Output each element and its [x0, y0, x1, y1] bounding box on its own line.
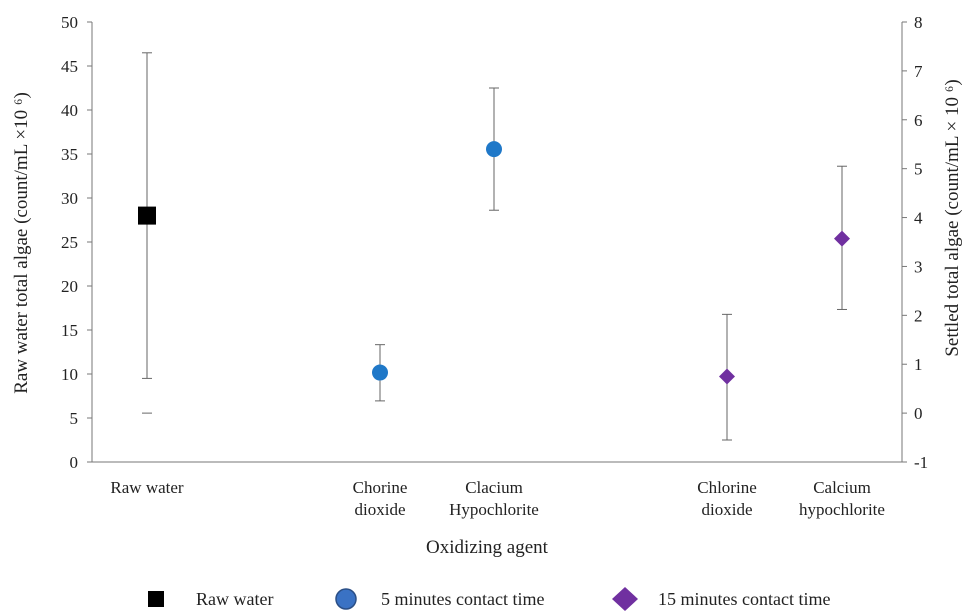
data-points: [138, 141, 850, 385]
left-tick-label: 45: [61, 57, 78, 76]
data-point-diamond: [719, 368, 735, 385]
left-tick-label: 40: [61, 101, 78, 120]
left-tick-label: 15: [61, 321, 78, 340]
right-axis-ticks: -1 0 1 2 3 4 5 6 7 8: [902, 13, 928, 472]
right-y-axis-title: Settled total algae (count/mL × 10 ⁶): [942, 79, 963, 356]
category-label: dioxide: [702, 500, 753, 519]
left-tick-label: 20: [61, 277, 78, 296]
error-bars: [142, 52, 847, 441]
right-tick-label: 0: [914, 404, 923, 423]
right-tick-label: 1: [914, 355, 923, 374]
left-tick-label: 10: [61, 365, 78, 384]
right-tick-label: -1: [914, 453, 928, 472]
left-tick-label: 5: [70, 409, 79, 428]
x-axis-title: Oxidizing agent: [426, 537, 549, 558]
right-tick-label: 5: [914, 160, 923, 179]
category-labels: Raw water Chorine dioxide Clacium Hypochlori…: [110, 478, 885, 519]
legend-label: Raw water: [196, 589, 273, 609]
category-label: hypochlorite: [799, 500, 885, 519]
left-tick-label: 35: [61, 145, 78, 164]
legend-marker-diamond: [612, 587, 638, 611]
legend-marker-square: [148, 591, 164, 607]
left-tick-label: 30: [61, 189, 78, 208]
right-tick-label: 8: [914, 13, 923, 32]
category-label: Chorine: [353, 478, 408, 497]
category-label: Chlorine: [697, 478, 757, 497]
data-point-diamond: [834, 230, 850, 247]
legend-marker-circle: [335, 588, 357, 610]
right-tick-label: 4: [914, 209, 923, 228]
left-tick-label: 50: [61, 13, 78, 32]
left-tick-label: 0: [70, 453, 79, 472]
category-label: dioxide: [355, 500, 406, 519]
left-axis-ticks: 0 5 10 15 20 25 30 35 40 45 50: [61, 13, 92, 472]
data-point-square: [138, 206, 156, 225]
legend-label: 15 minutes contact time: [658, 589, 830, 609]
category-label: Calcium: [813, 478, 871, 497]
data-point-circle: [372, 364, 388, 381]
category-label: Hypochlorite: [449, 500, 539, 519]
right-tick-label: 7: [914, 62, 923, 81]
left-y-axis-title: Raw water total algae (count/mL ×10 ⁶): [11, 92, 32, 394]
legend: Raw water 5 minutes contact time 15 minute…: [148, 587, 830, 611]
category-label: Clacium: [465, 478, 523, 497]
category-label: Raw water: [110, 478, 184, 497]
legend-label: 5 minutes contact time: [381, 589, 544, 609]
data-point-circle: [486, 141, 502, 158]
right-tick-label: 6: [914, 111, 923, 130]
right-tick-label: 2: [914, 306, 923, 325]
left-tick-label: 25: [61, 233, 78, 252]
right-tick-label: 3: [914, 257, 923, 276]
